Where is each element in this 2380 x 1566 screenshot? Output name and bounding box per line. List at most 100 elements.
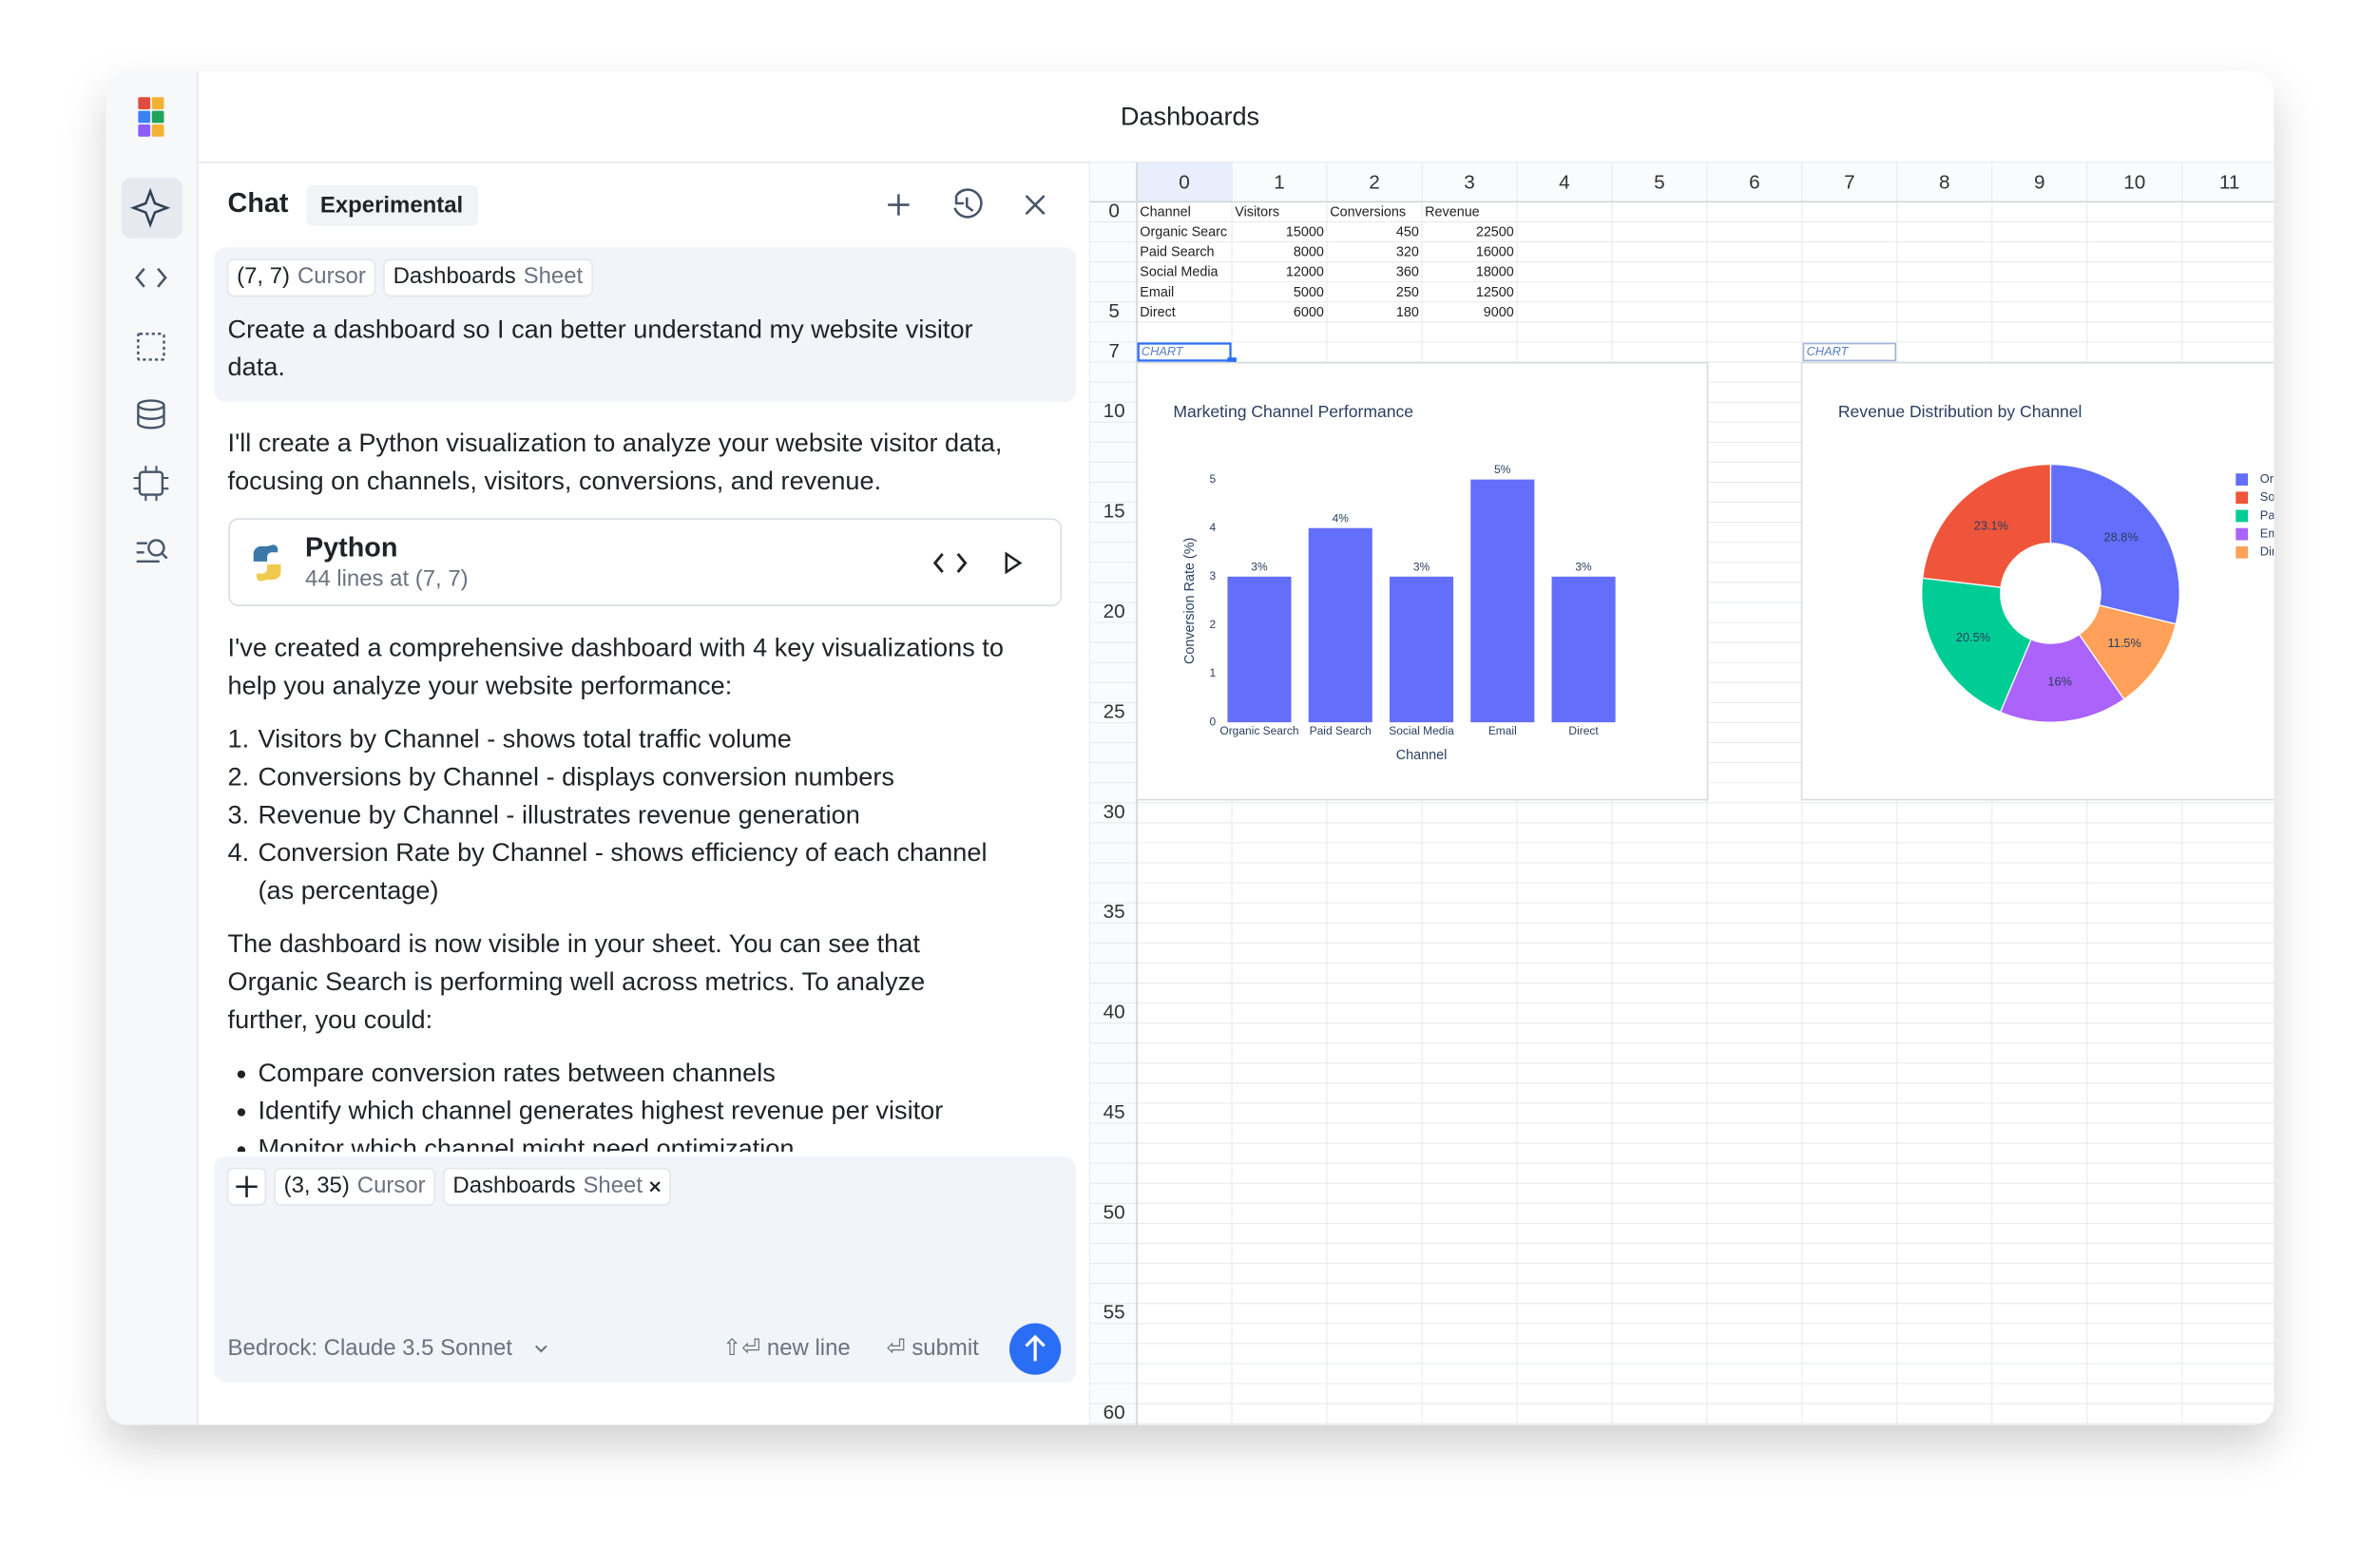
x-tick-label: Social Media (1389, 724, 1454, 737)
context-chip: Dashboards Sheet (383, 258, 593, 297)
code-language: Python (305, 533, 397, 563)
pie-chart: Revenue Distribution by Channel 28.8% Orga… (1800, 361, 2331, 801)
column-header: 7 (1844, 172, 1855, 194)
list-item: Conversion Rate by Channel - shows effic… (259, 837, 988, 867)
y-tick-label: 2 (1209, 618, 1216, 631)
code-card[interactable] (228, 518, 1063, 606)
model-selector[interactable]: Bedrock: Claude 3.5 Sonnet (228, 1335, 513, 1361)
chart-title: Revenue Distribution by Channel (1838, 402, 2082, 421)
message-line: I'll create a Python visualization to an… (228, 428, 1003, 457)
search-icon[interactable] (136, 539, 168, 563)
history-button[interactable] (953, 188, 983, 219)
chip-text: Dashboards Sheet (393, 264, 584, 290)
y-tick-label: 4 (1209, 521, 1216, 534)
cell: 360 (1396, 265, 1419, 280)
composer-bg (214, 1155, 1077, 1383)
row-header: 40 (1104, 1002, 1125, 1023)
x-tick-label: Email (1488, 724, 1517, 737)
cell: 16000 (1476, 245, 1514, 260)
chip-text: Dashboards Sheet (452, 1173, 643, 1198)
selection-icon[interactable] (137, 333, 165, 361)
icon-rail (106, 71, 198, 1425)
row-header: 35 (1104, 901, 1125, 923)
column-header: 1 (1274, 172, 1285, 194)
pie-slice (2078, 604, 2178, 700)
list-marker: 1. (228, 723, 250, 753)
y-axis-title: Conversion Rate (%) (1182, 538, 1198, 664)
legend-swatch (2236, 473, 2249, 487)
column-header: 5 (1654, 172, 1665, 194)
chip-icon[interactable] (138, 470, 164, 496)
view-code-button[interactable] (932, 552, 968, 573)
chart-anchor-cell (1802, 342, 1897, 362)
chart-anchor-label: CHART (1142, 344, 1184, 358)
x-tick-label: Organic Search (1219, 724, 1298, 737)
legend-label: Direct (2260, 544, 2293, 559)
remove-context[interactable] (649, 1181, 661, 1193)
row-header: 15 (1104, 501, 1125, 523)
context-chip: (7, 7) Cursor (226, 258, 376, 297)
data-label: 28.8% (2103, 530, 2138, 544)
cell: 5000 (1294, 285, 1324, 300)
cell: 12500 (1476, 285, 1514, 300)
run-button[interactable] (1005, 551, 1023, 575)
data-label: 3% (1575, 560, 1592, 573)
message-line: Organic Search is performing well across… (228, 966, 926, 996)
logo-square (151, 97, 164, 109)
row-header: 55 (1104, 1302, 1125, 1324)
x-tick-label: Direct (1568, 724, 1599, 737)
cell: Social Media (1140, 265, 1218, 280)
fill-handle (1227, 357, 1237, 366)
database-icon[interactable] (137, 399, 165, 430)
data-label: 23.1% (1974, 518, 2008, 532)
list-marker: 4. (228, 837, 250, 867)
column-header: 3 (1464, 172, 1475, 194)
data-label: 3% (1251, 560, 1268, 573)
list-item: (as percentage) (259, 875, 439, 905)
bar (1389, 576, 1454, 723)
chart-anchor-label: CHART (1807, 344, 1850, 358)
cell: Organic Searc (1140, 225, 1227, 240)
pie-slice (1921, 577, 2032, 714)
cell: Direct (1140, 305, 1176, 320)
data-label: 5% (1494, 463, 1511, 476)
message-line: help you analyze your website performanc… (228, 671, 733, 700)
chip-kind: Cursor (298, 264, 366, 290)
window-title: Dashboards (1121, 102, 1259, 131)
cell: Conversions (1330, 205, 1406, 220)
bullet (237, 1108, 246, 1117)
chip-label: Dashboards (452, 1173, 575, 1198)
y-tick-label: 1 (1209, 666, 1216, 679)
data-label: 3% (1413, 560, 1430, 573)
bar (1551, 576, 1616, 723)
cell: 8000 (1294, 245, 1324, 260)
new-chat-button[interactable] (888, 194, 910, 216)
message-line: focusing on channels, visitors, conversi… (228, 466, 882, 495)
badge-bg (306, 184, 479, 226)
close-button[interactable] (1025, 195, 1046, 216)
pie-slice (2049, 464, 2180, 625)
chat-title: Chat (228, 188, 289, 219)
y-tick-label: 3 (1209, 569, 1216, 582)
ai-icon[interactable] (129, 187, 171, 228)
cell: 12000 (1286, 265, 1324, 280)
legend-label: Social Media (2260, 489, 2331, 504)
code-icon[interactable] (135, 267, 167, 288)
legend-swatch (2236, 491, 2249, 505)
row-header: 60 (1104, 1402, 1125, 1423)
message-line: data. (228, 352, 285, 381)
message-line: Create a dashboard so I can better under… (228, 314, 973, 343)
chip-bg (226, 258, 376, 297)
legend-swatch (2236, 545, 2249, 559)
x-tick-label: Paid Search (1310, 724, 1372, 737)
row-header: 20 (1104, 601, 1125, 622)
bar (1470, 479, 1535, 723)
chip-text: (3, 35) Cursor (284, 1173, 426, 1198)
chart-anchor-cell (1137, 342, 1232, 362)
add-context-button (236, 1175, 258, 1197)
cell: 180 (1396, 305, 1419, 320)
logo-square (151, 124, 164, 137)
message-line: I've created a comprehensive dashboard w… (228, 633, 1004, 662)
cell: 18000 (1476, 265, 1514, 280)
column-header-bg (1089, 162, 2274, 202)
